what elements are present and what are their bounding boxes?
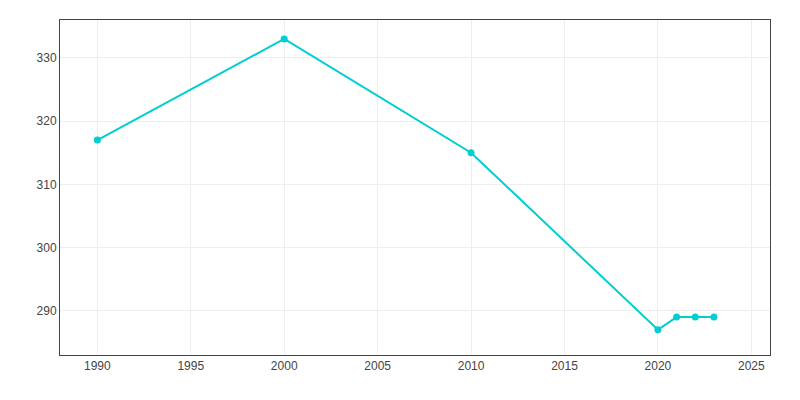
svg-text:310: 310 xyxy=(37,178,57,192)
svg-text:290: 290 xyxy=(37,304,57,318)
svg-text:2010: 2010 xyxy=(458,359,485,373)
svg-text:1990: 1990 xyxy=(84,359,111,373)
svg-text:1995: 1995 xyxy=(177,359,204,373)
svg-text:2005: 2005 xyxy=(364,359,391,373)
svg-text:320: 320 xyxy=(37,114,57,128)
svg-text:2015: 2015 xyxy=(551,359,578,373)
svg-text:2000: 2000 xyxy=(271,359,298,373)
svg-text:2020: 2020 xyxy=(645,359,672,373)
svg-text:330: 330 xyxy=(37,51,57,65)
svg-text:2025: 2025 xyxy=(738,359,765,373)
svg-text:300: 300 xyxy=(37,241,57,255)
